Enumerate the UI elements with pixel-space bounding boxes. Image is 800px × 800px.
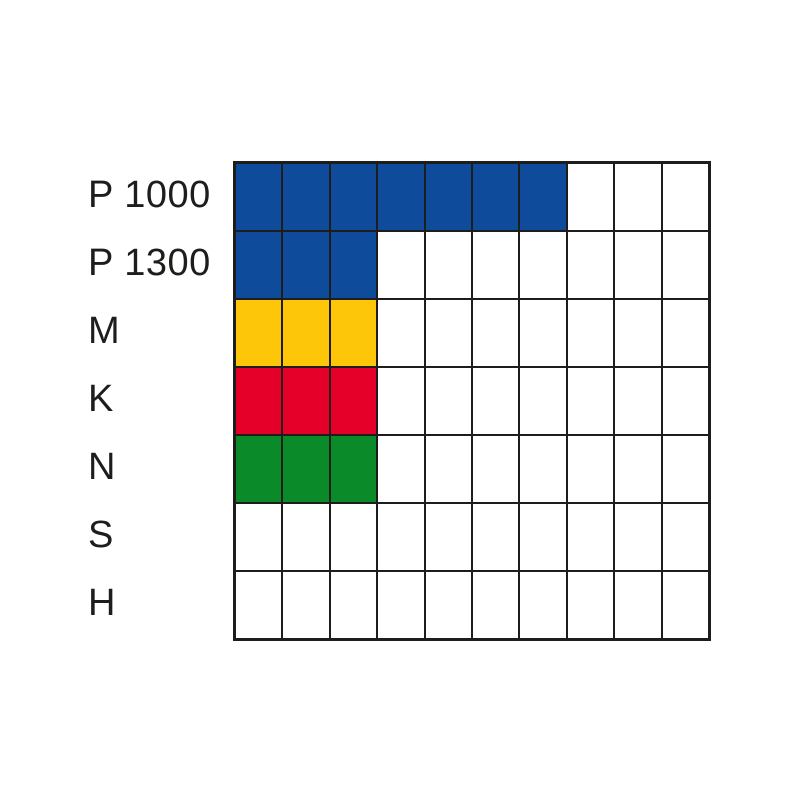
grid-cell — [235, 435, 283, 503]
grid-cell — [424, 367, 472, 435]
grid-cell — [329, 367, 378, 435]
grid-cell — [661, 435, 709, 503]
grid-cell — [614, 503, 662, 571]
grid-cell — [329, 299, 378, 367]
grid-cell — [471, 163, 520, 231]
grid-cell — [661, 571, 709, 639]
grid-cell — [519, 299, 567, 367]
grid-cell — [282, 299, 330, 367]
grid-cell — [614, 299, 662, 367]
row-label: K — [88, 378, 114, 420]
grid-cell — [519, 571, 567, 639]
grid-cell — [424, 299, 472, 367]
grid-cell — [471, 299, 520, 367]
grid-cell — [377, 367, 425, 435]
grid-cell — [471, 435, 520, 503]
row-label: M — [88, 310, 121, 352]
row-label: H — [88, 582, 116, 624]
grid-cell — [329, 571, 378, 639]
grid-cell — [566, 503, 615, 571]
grid-cell — [566, 163, 615, 231]
grid-cell — [566, 571, 615, 639]
grid-cell — [661, 503, 709, 571]
grid-cell — [519, 231, 567, 299]
grid-cell — [235, 163, 283, 231]
grid-cell — [377, 503, 425, 571]
grid-cell — [424, 435, 472, 503]
grid-cell — [329, 503, 378, 571]
row-label: N — [88, 446, 116, 488]
grid-cell — [235, 231, 283, 299]
grid-cell — [235, 367, 283, 435]
grid-cell — [377, 163, 425, 231]
grid-cell — [424, 571, 472, 639]
grid-cell — [424, 231, 472, 299]
grid-cell — [377, 231, 425, 299]
material-suitability-chart: P 1000 P 1300 M K N S H — [88, 161, 711, 641]
grid-cell — [282, 163, 330, 231]
grid-cell — [424, 163, 472, 231]
grid-cell — [519, 435, 567, 503]
grid-cell — [471, 231, 520, 299]
grid-cell — [424, 503, 472, 571]
row-labels: P 1000 P 1300 M K N S H — [88, 161, 233, 637]
grid-cell — [519, 503, 567, 571]
grid-cell — [614, 435, 662, 503]
grid-cell — [235, 299, 283, 367]
grid-cell — [614, 163, 662, 231]
grid-cell — [519, 367, 567, 435]
grid-cell — [329, 231, 378, 299]
grid-cell — [566, 231, 615, 299]
grid-cell — [661, 299, 709, 367]
grid-cell — [566, 435, 615, 503]
grid-cell — [661, 163, 709, 231]
grid-cell — [566, 367, 615, 435]
grid-cell — [282, 435, 330, 503]
grid-cell — [471, 367, 520, 435]
grid-cell — [471, 503, 520, 571]
grid-cell — [235, 571, 283, 639]
grid-cell — [282, 503, 330, 571]
grid-cell — [282, 571, 330, 639]
grid-cell — [377, 571, 425, 639]
grid-cell — [329, 435, 378, 503]
grid-cell — [614, 571, 662, 639]
suitability-grid — [233, 161, 711, 641]
grid-cell — [329, 163, 378, 231]
row-label: S — [88, 514, 114, 556]
row-label: P 1000 — [88, 174, 211, 216]
grid-cell — [377, 435, 425, 503]
grid-cell — [661, 367, 709, 435]
grid-cell — [661, 231, 709, 299]
grid-cell — [614, 367, 662, 435]
grid-cell — [282, 367, 330, 435]
row-label: P 1300 — [88, 242, 211, 284]
grid-cell — [235, 503, 283, 571]
grid-cell — [282, 231, 330, 299]
grid-cell — [471, 571, 520, 639]
grid-cell — [377, 299, 425, 367]
grid-cell — [614, 231, 662, 299]
grid-cell — [519, 163, 567, 231]
grid-cell — [566, 299, 615, 367]
